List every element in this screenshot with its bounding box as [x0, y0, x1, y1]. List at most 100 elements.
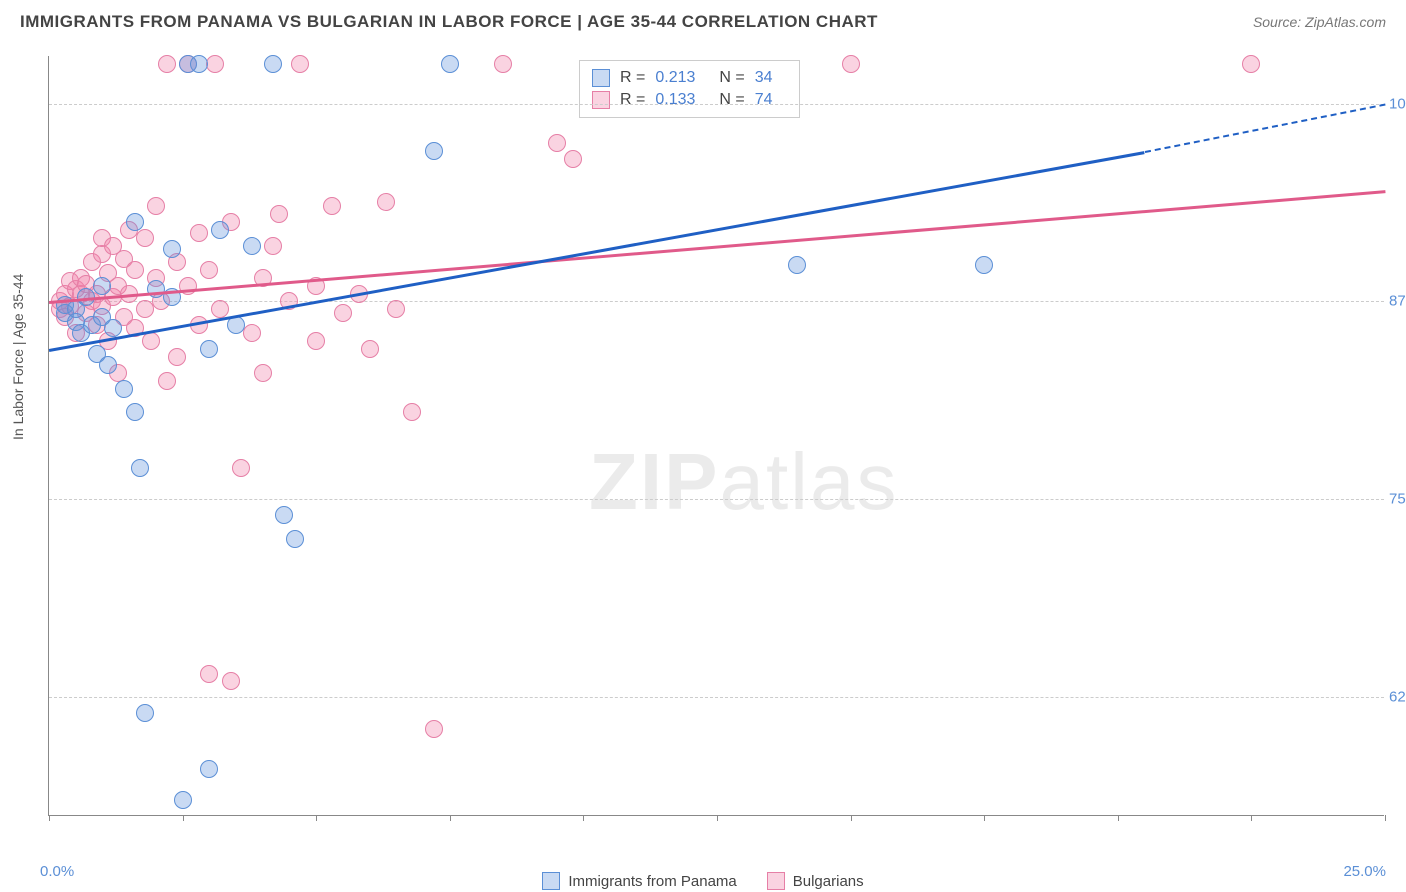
- gridline: [49, 301, 1384, 302]
- y-tick-label: 100.0%: [1389, 95, 1406, 112]
- x-tick: [851, 815, 852, 821]
- series-b-point: [158, 55, 176, 73]
- series-b-point: [243, 324, 261, 342]
- series-a-point: [441, 55, 459, 73]
- series-b-point: [377, 193, 395, 211]
- series-b-point: [548, 134, 566, 152]
- series-b-point: [254, 364, 272, 382]
- legend-item-a: Immigrants from Panama: [542, 872, 736, 890]
- series-b-point: [403, 403, 421, 421]
- series-b-point: [323, 197, 341, 215]
- x-tick: [316, 815, 317, 821]
- x-tick: [183, 815, 184, 821]
- y-tick-label: 87.5%: [1389, 293, 1406, 310]
- series-a-point: [275, 506, 293, 524]
- series-a-point: [99, 356, 117, 374]
- series-b-point: [494, 55, 512, 73]
- series-a-point: [425, 142, 443, 160]
- watermark: ZIPatlas: [589, 436, 898, 528]
- series-a-point: [131, 459, 149, 477]
- stats-row-a: R = 0.213 N = 34: [592, 67, 787, 89]
- series-a-point: [93, 277, 111, 295]
- stat-r-b: 0.133: [655, 91, 695, 109]
- series-b-point: [200, 261, 218, 279]
- series-b-point: [232, 459, 250, 477]
- legend-label-b: Bulgarians: [793, 873, 864, 890]
- series-b-point: [168, 348, 186, 366]
- series-b-point: [147, 197, 165, 215]
- series-b-point: [136, 229, 154, 247]
- gridline: [49, 104, 1384, 105]
- series-a-point: [136, 704, 154, 722]
- gridline: [49, 697, 1384, 698]
- bottom-legend: Immigrants from Panama Bulgarians: [0, 872, 1406, 890]
- series-b-point: [222, 672, 240, 690]
- trendline-a: [49, 151, 1145, 351]
- x-tick: [583, 815, 584, 821]
- series-a-point: [264, 55, 282, 73]
- series-a-point: [190, 55, 208, 73]
- series-b-point: [270, 205, 288, 223]
- series-b-point: [307, 332, 325, 350]
- series-a-point: [243, 237, 261, 255]
- swatch-b-icon: [592, 91, 610, 109]
- legend-label-a: Immigrants from Panama: [568, 873, 736, 890]
- y-tick-label: 62.5%: [1389, 689, 1406, 706]
- x-tick: [1251, 815, 1252, 821]
- stat-n-a: 34: [755, 69, 773, 87]
- series-a-point: [788, 256, 806, 274]
- series-a-point: [286, 530, 304, 548]
- series-b-point: [206, 55, 224, 73]
- x-tick: [1385, 815, 1386, 821]
- stats-legend-box: R = 0.213 N = 34 R = 0.133 N = 74: [579, 60, 800, 118]
- gridline: [49, 499, 1384, 500]
- series-a-point: [211, 221, 229, 239]
- series-a-point: [126, 213, 144, 231]
- x-tick: [450, 815, 451, 821]
- series-b-point: [1242, 55, 1260, 73]
- series-b-point: [158, 372, 176, 390]
- series-a-point: [163, 240, 181, 258]
- trendline-a-dash: [1144, 104, 1385, 153]
- x-tick: [1118, 815, 1119, 821]
- source-attribution: Source: ZipAtlas.com: [1253, 14, 1386, 30]
- series-b-point: [842, 55, 860, 73]
- stat-n-b: 74: [755, 91, 773, 109]
- swatch-a-icon: [542, 872, 560, 890]
- series-b-point: [190, 224, 208, 242]
- series-b-point: [264, 237, 282, 255]
- stat-label: R =: [620, 69, 645, 87]
- stat-label: R =: [620, 91, 645, 109]
- series-b-point: [387, 300, 405, 318]
- x-tick: [717, 815, 718, 821]
- stat-label: N =: [719, 69, 744, 87]
- series-a-point: [200, 340, 218, 358]
- series-b-point: [142, 332, 160, 350]
- series-b-point: [126, 261, 144, 279]
- series-b-point: [564, 150, 582, 168]
- series-b-point: [211, 300, 229, 318]
- correlation-chart: ZIPatlas R = 0.213 N = 34 R = 0.133 N = …: [48, 56, 1384, 816]
- series-b-point: [425, 720, 443, 738]
- page-title: IMMIGRANTS FROM PANAMA VS BULGARIAN IN L…: [20, 12, 878, 32]
- stats-row-b: R = 0.133 N = 74: [592, 89, 787, 111]
- series-a-point: [200, 760, 218, 778]
- stat-label: N =: [719, 91, 744, 109]
- x-tick: [984, 815, 985, 821]
- stat-r-a: 0.213: [655, 69, 695, 87]
- y-axis-label: In Labor Force | Age 35-44: [10, 274, 26, 440]
- series-a-point: [126, 403, 144, 421]
- series-b-point: [200, 665, 218, 683]
- series-a-point: [975, 256, 993, 274]
- swatch-a-icon: [592, 69, 610, 87]
- series-a-point: [174, 791, 192, 809]
- series-b-point: [291, 55, 309, 73]
- y-tick-label: 75.0%: [1389, 491, 1406, 508]
- series-a-point: [104, 319, 122, 337]
- series-a-point: [115, 380, 133, 398]
- series-b-point: [334, 304, 352, 322]
- series-b-point: [361, 340, 379, 358]
- x-tick: [49, 815, 50, 821]
- swatch-b-icon: [767, 872, 785, 890]
- legend-item-b: Bulgarians: [767, 872, 864, 890]
